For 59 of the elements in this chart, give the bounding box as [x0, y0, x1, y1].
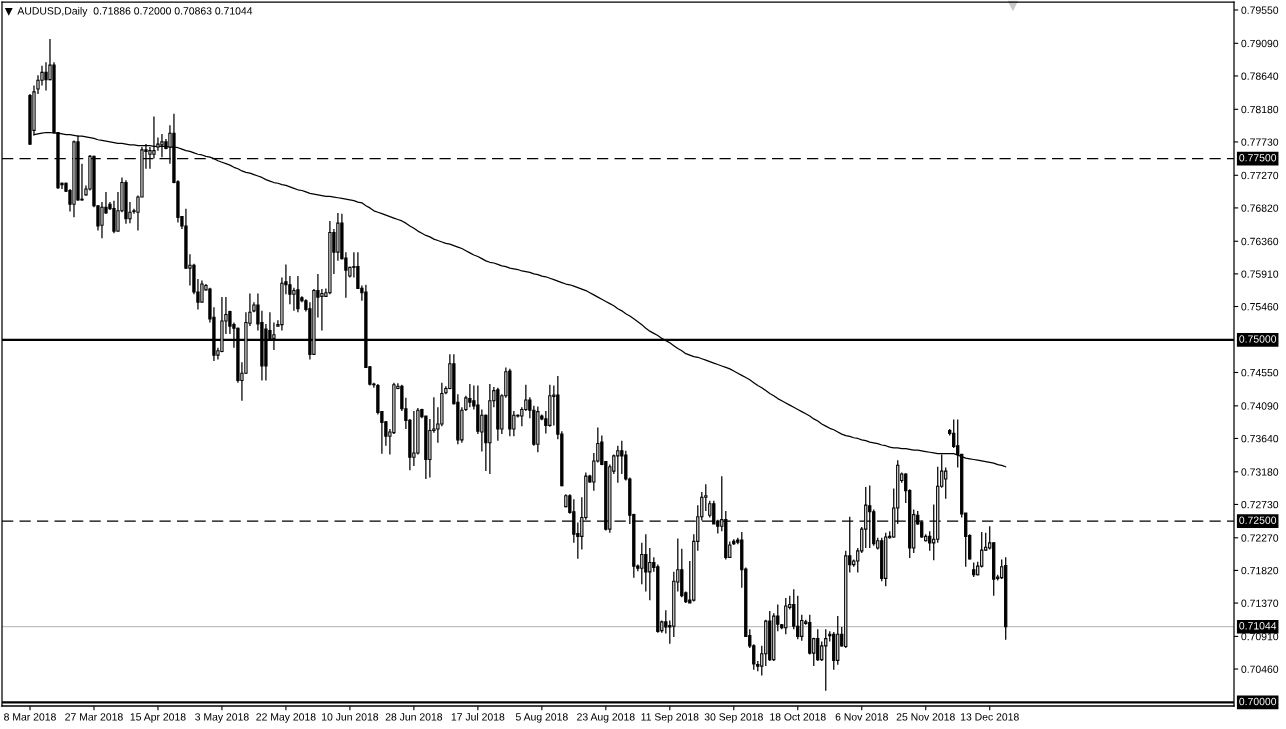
candlestick — [944, 466, 948, 500]
x-tick-label: 18 Oct 2018 — [770, 713, 826, 721]
x-tick-label: 30 Sep 2018 — [704, 713, 763, 723]
y-tick-label: 0.78640 — [1241, 72, 1279, 80]
y-tick-label: 0.75910 — [1241, 270, 1279, 278]
candlestick — [296, 275, 300, 313]
candlestick — [928, 530, 932, 552]
y-tick-label: 0.71370 — [1241, 599, 1279, 607]
candlestick — [412, 410, 416, 467]
y-tick-label: 0.79550 — [1241, 6, 1279, 14]
x-tick-label: 17 Jul 2018 — [451, 712, 505, 721]
candlestick — [44, 61, 48, 92]
candlestick — [648, 547, 652, 601]
candlestick — [796, 595, 800, 640]
candlestick — [292, 287, 296, 312]
y-tick-label: 0.74550 — [1241, 368, 1279, 377]
x-tick-label: 8 Mar 2018 — [4, 713, 56, 721]
y-tick-label: 0.76360 — [1241, 237, 1279, 246]
x-tick-label: 6 Nov 2018 — [835, 713, 888, 721]
x-tick-label: 11 Sep 2018 — [641, 713, 699, 723]
candlestick — [824, 628, 828, 692]
y-tick-label: 0.74090 — [1241, 402, 1279, 410]
candlestick — [616, 445, 620, 484]
y-tick-label: 0.72730 — [1241, 500, 1279, 509]
x-tick-label: 10 Jun 2018 — [322, 713, 379, 721]
x-tick-label: 5 Aug 2018 — [515, 713, 568, 723]
y-tick-label: 0.77270 — [1241, 171, 1279, 180]
x-tick-label: 22 May 2018 — [256, 713, 316, 723]
y-tick-label: 0.71820 — [1241, 566, 1279, 575]
candlestick — [800, 614, 804, 642]
chart-title: AUDUSD,Daily 0.71886 0.72000 0.70863 0.71044 — [17, 6, 253, 17]
y-tick-label: 0.75460 — [1241, 303, 1279, 311]
ref-line-label: 0.70000 — [1239, 697, 1277, 706]
y-tick-label: 0.79090 — [1241, 39, 1279, 48]
candlestick — [784, 597, 788, 635]
ref-line-label: 0.72500 — [1239, 516, 1277, 524]
x-tick-label: 3 May 2018 — [195, 713, 249, 723]
candlestick — [816, 628, 820, 662]
ref-line-label: 0.75000 — [1239, 335, 1277, 343]
x-tick-label: 23 Aug 2018 — [577, 713, 635, 723]
ref-line-label: 0.77500 — [1239, 154, 1277, 162]
candlestick — [320, 288, 324, 332]
x-tick-label: 13 Dec 2018 — [960, 713, 1019, 721]
candlestick — [100, 201, 104, 239]
y-tick-label: 0.77730 — [1241, 138, 1279, 146]
x-tick-label: 27 Mar 2018 — [65, 713, 123, 721]
ref-line-label: 0.71044 — [1239, 622, 1277, 630]
candlestick — [640, 542, 644, 585]
x-tick-label: 28 Jun 2018 — [385, 713, 443, 721]
y-tick-label: 0.70460 — [1241, 665, 1279, 673]
y-tick-label: 0.73180 — [1241, 468, 1279, 476]
x-tick-label: 25 Nov 2018 — [896, 713, 955, 721]
candlestick — [468, 383, 472, 408]
y-tick-label: 0.76820 — [1241, 204, 1279, 212]
y-tick-label: 0.78180 — [1241, 105, 1279, 114]
y-tick-label: 0.72270 — [1241, 534, 1279, 542]
y-tick-label: 0.73640 — [1241, 434, 1279, 443]
x-tick-label: 15 Apr 2018 — [130, 713, 186, 723]
y-tick-label: 0.70910 — [1241, 632, 1279, 641]
